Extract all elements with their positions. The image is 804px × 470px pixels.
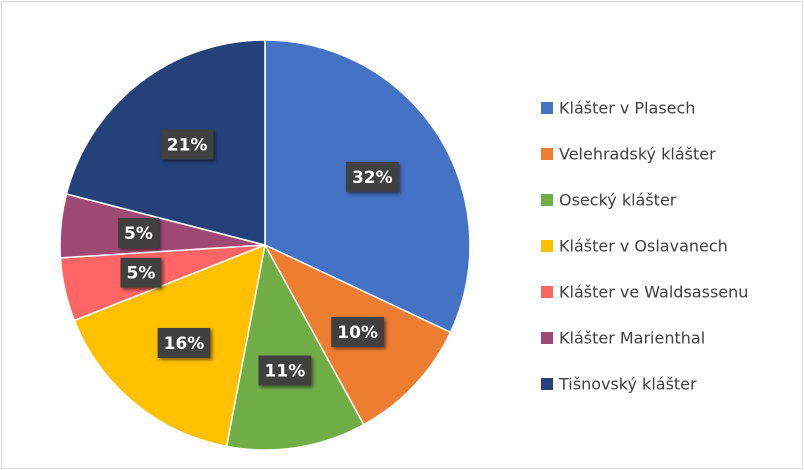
data-label-box [345,161,399,192]
data-labels: 32% 10% 11% 16% 5% 5% 21% [118,129,399,386]
data-label-text: 21% [167,136,208,156]
data-label-text: 16% [164,334,205,354]
data-label: 10% [331,317,385,348]
legend-swatch [541,240,553,252]
legend-swatch [541,378,553,390]
legend-label: Klášter Marienthal [559,329,705,348]
legend-swatch [541,286,553,298]
legend-label: Velehradský klášter [559,145,716,164]
data-label-box [160,129,214,160]
data-label-text: 10% [337,323,378,343]
data-label: 5% [120,257,162,288]
legend-label: Klášter v Oslavanech [559,237,728,256]
data-label: 32% [345,161,399,192]
data-label-box [120,257,162,288]
legend-swatch [541,194,553,206]
data-label-box [157,327,211,358]
legend-swatch [541,148,553,160]
legend-label: Klášter ve Waldsassenu [559,283,748,302]
pie-slice [225,242,365,451]
data-label-text: 5% [124,224,153,244]
data-label-box [118,218,159,249]
data-label: 16% [157,327,211,358]
data-label-text: 11% [265,362,306,382]
legend-swatch [541,102,553,114]
data-label: 11% [258,355,312,386]
legend-label: Osecký klášter [559,191,677,210]
legend: Klášter v Plasech Velehradský klášter Osec… [541,99,748,394]
data-label: 5% [118,218,159,249]
legend-swatch [541,332,553,344]
data-label-box [258,355,312,386]
data-label: 21% [160,129,214,160]
legend-label: Tišnovský klášter [558,375,697,394]
data-label-box [331,317,385,348]
legend-label: Klášter v Plasech [559,99,695,118]
data-label-text: 32% [352,168,393,188]
data-label-text: 5% [127,264,156,284]
